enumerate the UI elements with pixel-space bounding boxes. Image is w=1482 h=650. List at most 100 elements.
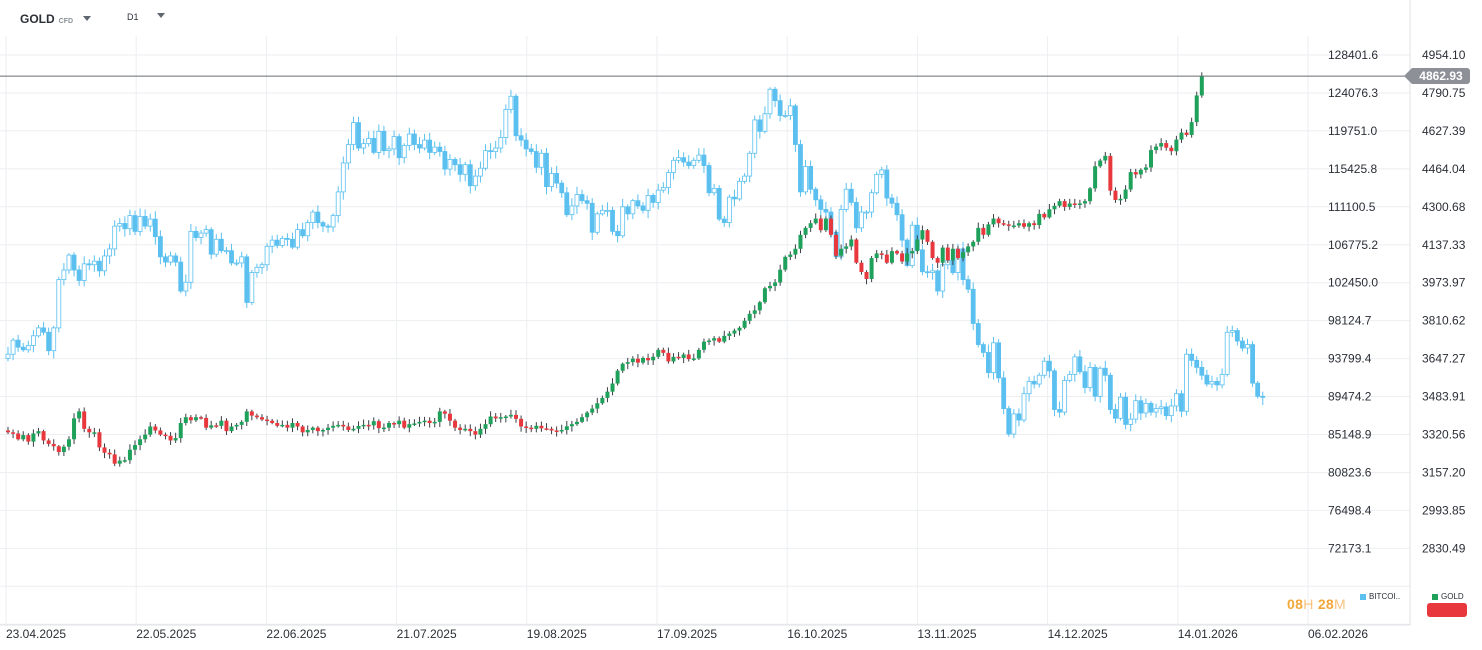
symbol-selector[interactable]: GOLD CFD	[20, 12, 92, 26]
gold-candle-body	[1154, 146, 1159, 151]
gold-candle-body	[1027, 223, 1032, 227]
right-axis-tick-label: 3973.97	[1422, 276, 1466, 290]
gold-candle-body	[1001, 223, 1006, 225]
gold-candle-body	[996, 218, 1001, 224]
bitcoin-candle-body	[1006, 408, 1012, 435]
gold-candle-body	[737, 327, 742, 331]
gold-candle-body	[127, 449, 132, 461]
gold-candle-body	[381, 427, 386, 430]
gold-candle-body	[976, 227, 981, 242]
bitcoin-candle-body	[1229, 330, 1235, 333]
gold-candle-body	[1088, 188, 1093, 202]
legend-label: BITCOI..	[1369, 592, 1401, 601]
bitcoin-candle-body	[726, 196, 732, 223]
gold-candle-body	[549, 428, 554, 431]
bitcoin-candle-body	[991, 342, 996, 374]
gold-candle-body	[651, 356, 656, 361]
gold-candle-body	[828, 218, 833, 235]
gold-candle-body	[879, 253, 884, 255]
bitcoin-candle-body	[909, 224, 915, 266]
gold-candle-body	[376, 421, 381, 429]
gold-candle-body	[351, 428, 356, 431]
bitcoin-candle-body	[163, 256, 168, 263]
bitcoin-candle-body	[498, 137, 504, 149]
gold-candle-body	[666, 352, 671, 362]
bitcoin-candle-body	[686, 161, 692, 166]
bitcoin-candle-body	[869, 192, 874, 213]
gold-candle-body	[671, 356, 676, 362]
left-axis-tick-label: 89474.2	[1328, 390, 1372, 404]
bitcoin-candle-body	[859, 211, 864, 229]
bitcoin-candle-body	[1214, 381, 1220, 386]
gold-candle-body	[1032, 223, 1037, 226]
bitcoin-candle-body	[1057, 409, 1062, 413]
bitcoin-candle-body	[117, 223, 123, 227]
gold-candle-body	[1011, 225, 1016, 228]
gold-candle-body	[900, 253, 905, 262]
gold-candle-body	[986, 224, 991, 235]
gold-candle-body	[82, 411, 87, 429]
bitcoin-candle-body	[422, 139, 427, 149]
gold-candle-body	[971, 241, 976, 247]
bitcoin-candle-body	[528, 148, 534, 152]
bitcoin-candle-body	[660, 187, 666, 191]
gold-candle-body	[773, 282, 778, 286]
bitcoin-candle-body	[361, 143, 367, 149]
bitcoin-candle-body	[1118, 396, 1123, 419]
timeframe-selector[interactable]: D1	[127, 12, 165, 22]
gold-candle-body	[1174, 139, 1179, 152]
bitcoin-candle-body	[41, 327, 46, 333]
bitcoin-candle-body	[76, 269, 82, 281]
x-axis-date-label: 21.07.2025	[397, 627, 457, 641]
bitcoin-candle-body	[5, 353, 11, 359]
bitcoin-candle-body	[986, 352, 991, 374]
bitcoin-candle-body	[208, 229, 214, 255]
bitcoin-candle-body	[975, 323, 981, 345]
countdown-minutes-unit: M	[1334, 596, 1346, 612]
gold-candle-body	[1164, 143, 1169, 148]
x-axis-date-label: 19.08.2025	[527, 627, 587, 641]
bitcoin-candle-body	[635, 200, 641, 207]
bitcoin-candle-body	[417, 144, 422, 149]
gold-candle-body	[336, 424, 341, 427]
gold-candle-body	[1037, 213, 1042, 226]
bitcoin-candle-body	[1041, 360, 1047, 376]
legend-item-gold[interactable]: GOLD	[1432, 592, 1464, 601]
bitcoin-candle-body	[51, 327, 57, 352]
gold-candle-body	[762, 288, 767, 303]
gold-candle-body	[889, 251, 894, 263]
bitcoin-candle-body	[1194, 359, 1200, 368]
gold-candle-body	[585, 412, 590, 418]
bitcoin-candle-body	[264, 245, 270, 266]
price-axes: 128401.6 124076.3 119751.0 115425.8 111100.5…	[6, 48, 1466, 641]
left-axis-tick-label: 111100.5	[1328, 200, 1376, 214]
gold-candle-body	[1047, 209, 1052, 218]
gold-candle-body	[432, 421, 437, 424]
gold-candle-body	[295, 423, 300, 427]
bitcoin-candle-body	[442, 151, 448, 170]
legend-swatch	[1432, 593, 1438, 600]
bitcoin-candle-body	[798, 144, 803, 193]
bitcoin-candle-body	[1123, 396, 1128, 425]
legend-item-bitcoin[interactable]: BITCOI..	[1360, 592, 1400, 601]
bitcoin-candle-body	[1250, 344, 1255, 384]
gold-series	[6, 72, 1204, 467]
bitcoin-candle-body	[406, 133, 412, 146]
gold-candle-body	[310, 427, 315, 430]
gold-candle-body	[564, 426, 569, 430]
gold-candle-body	[153, 426, 158, 431]
gold-candle-body	[813, 218, 818, 224]
bitcoin-candle-body	[996, 342, 1001, 379]
bitcoin-candle-body	[112, 225, 118, 250]
bitcoin-candle-body	[188, 230, 194, 283]
countdown-minutes: 28	[1317, 596, 1334, 612]
bitcoin-candle-body	[1189, 353, 1195, 361]
bitcoin-candle-body	[46, 331, 52, 352]
gold-candle-body	[229, 426, 234, 432]
gold-candle-body	[117, 460, 122, 464]
bitcoin-candle-body	[10, 339, 16, 355]
bitcoin-candle-body	[564, 192, 570, 216]
bitcoin-candle-body	[483, 150, 488, 169]
bitcoin-candle-body	[447, 159, 453, 170]
